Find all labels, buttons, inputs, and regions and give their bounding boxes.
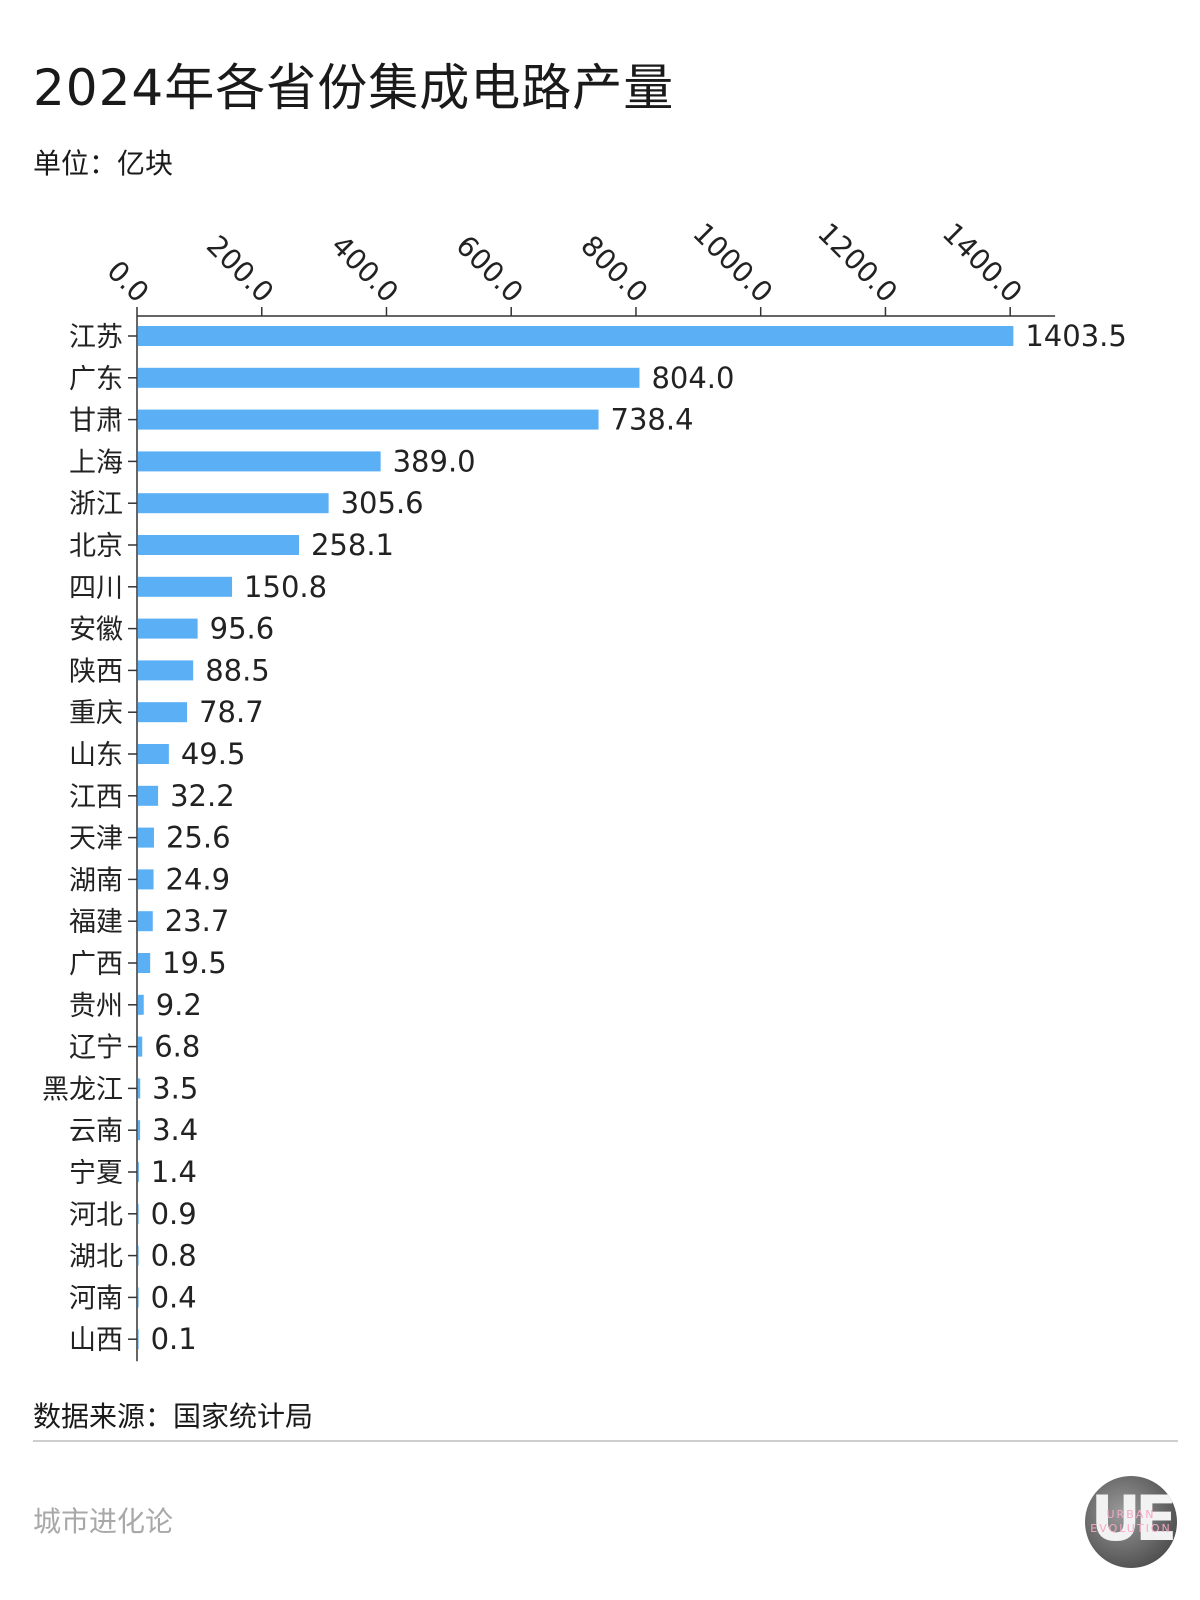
logo-text-urban: URBAN bbox=[1106, 1508, 1156, 1521]
category-label: 山西 bbox=[69, 1325, 123, 1356]
category-label: 辽宁 bbox=[69, 1033, 123, 1064]
category-label: 甘肃 bbox=[69, 406, 123, 437]
data-label: 9.2 bbox=[156, 988, 202, 1022]
data-label: 305.6 bbox=[341, 486, 424, 520]
x-tick-label: 400.0 bbox=[325, 229, 405, 309]
data-label: 23.7 bbox=[165, 904, 230, 938]
category-label: 河北 bbox=[69, 1200, 123, 1231]
bar bbox=[138, 785, 159, 806]
bar bbox=[138, 326, 1014, 346]
data-label: 78.7 bbox=[199, 695, 264, 729]
category-label: 江苏 bbox=[69, 322, 123, 353]
data-label: 32.2 bbox=[170, 779, 235, 813]
x-tick-label: 0.0 bbox=[101, 254, 156, 309]
data-label: 3.5 bbox=[152, 1071, 198, 1105]
bar bbox=[138, 1078, 141, 1099]
data-label: 0.4 bbox=[151, 1280, 197, 1314]
data-label: 738.4 bbox=[611, 403, 694, 437]
chart-title: 2024年各省份集成电路产量 bbox=[33, 59, 675, 117]
bar bbox=[138, 1287, 139, 1308]
bar bbox=[138, 367, 640, 388]
bar bbox=[138, 660, 194, 681]
category-label: 河南 bbox=[69, 1283, 123, 1314]
bar bbox=[138, 1329, 139, 1350]
logo-mark: UE bbox=[1090, 1482, 1177, 1555]
data-label: 150.8 bbox=[244, 570, 327, 604]
data-label: 1.4 bbox=[151, 1155, 197, 1189]
data-label: 24.9 bbox=[166, 862, 231, 896]
bar bbox=[138, 1120, 141, 1141]
bar-chart: 0.0 200.0 400.0 600.0 800.0 1000.0 1200.0 1400.… bbox=[42, 216, 1127, 1362]
bar bbox=[138, 1203, 139, 1224]
brand-name: 城市进化论 bbox=[33, 1505, 174, 1538]
category-label: 贵州 bbox=[69, 991, 123, 1022]
data-label: 0.1 bbox=[151, 1322, 197, 1356]
x-tick-label: 200.0 bbox=[200, 229, 280, 309]
bar bbox=[138, 1036, 143, 1057]
category-label: 福建 bbox=[69, 907, 123, 938]
data-label: 6.8 bbox=[154, 1030, 200, 1064]
category-label: 广东 bbox=[69, 364, 123, 395]
bar bbox=[138, 869, 154, 890]
data-label: 1403.5 bbox=[1025, 319, 1126, 353]
category-label: 上海 bbox=[69, 447, 123, 478]
category-label: 湖北 bbox=[69, 1242, 123, 1273]
bar bbox=[138, 994, 144, 1015]
category-label: 天津 bbox=[69, 824, 123, 855]
bar bbox=[138, 535, 299, 555]
x-tick-label: 800.0 bbox=[574, 229, 654, 309]
bar bbox=[138, 744, 169, 764]
x-tick-label: 1000.0 bbox=[686, 216, 779, 309]
data-label: 389.0 bbox=[393, 444, 476, 478]
brand-logo-icon: UE URBAN EVOLUTION bbox=[1085, 1476, 1177, 1568]
bar bbox=[138, 451, 381, 472]
footer-divider bbox=[33, 1440, 1178, 1442]
data-label: 3.4 bbox=[152, 1113, 198, 1147]
data-label: 49.5 bbox=[181, 737, 246, 771]
bar bbox=[138, 409, 599, 430]
data-label: 0.8 bbox=[151, 1239, 197, 1273]
category-label: 四川 bbox=[69, 573, 123, 604]
chart-unit-label: 单位：亿块 bbox=[33, 147, 174, 180]
category-label: 山东 bbox=[69, 740, 123, 771]
bar bbox=[138, 576, 233, 597]
data-label: 19.5 bbox=[162, 946, 227, 980]
category-label: 广西 bbox=[69, 949, 123, 980]
data-label: 25.6 bbox=[166, 821, 231, 855]
category-label: 浙江 bbox=[69, 489, 123, 520]
category-label: 云南 bbox=[69, 1116, 123, 1147]
data-label: 88.5 bbox=[205, 653, 270, 687]
category-label: 黑龙江 bbox=[42, 1074, 123, 1105]
category-label: 陕西 bbox=[69, 656, 123, 687]
bar bbox=[138, 827, 154, 848]
bar bbox=[138, 702, 188, 723]
data-label: 804.0 bbox=[651, 361, 734, 395]
category-label: 安徽 bbox=[69, 615, 123, 646]
x-tick-label: 1400.0 bbox=[936, 216, 1029, 309]
category-label: 湖南 bbox=[69, 865, 123, 896]
bar bbox=[138, 953, 151, 973]
data-label: 258.1 bbox=[311, 528, 394, 562]
data-label: 95.6 bbox=[210, 612, 275, 646]
bar bbox=[138, 911, 153, 932]
category-label: 重庆 bbox=[69, 698, 123, 729]
x-tick-label: 600.0 bbox=[450, 229, 530, 309]
bar bbox=[138, 618, 198, 639]
category-label: 江西 bbox=[69, 782, 123, 813]
category-label: 宁夏 bbox=[69, 1158, 123, 1189]
bar bbox=[138, 1162, 139, 1182]
data-source: 数据来源：国家统计局 bbox=[33, 1400, 314, 1433]
bar bbox=[138, 1245, 139, 1266]
bar bbox=[138, 493, 329, 514]
x-tick-label: 1200.0 bbox=[811, 216, 904, 309]
category-label: 北京 bbox=[69, 531, 123, 562]
logo-text-evolution: EVOLUTION bbox=[1090, 1522, 1172, 1535]
data-label: 0.9 bbox=[151, 1197, 197, 1231]
